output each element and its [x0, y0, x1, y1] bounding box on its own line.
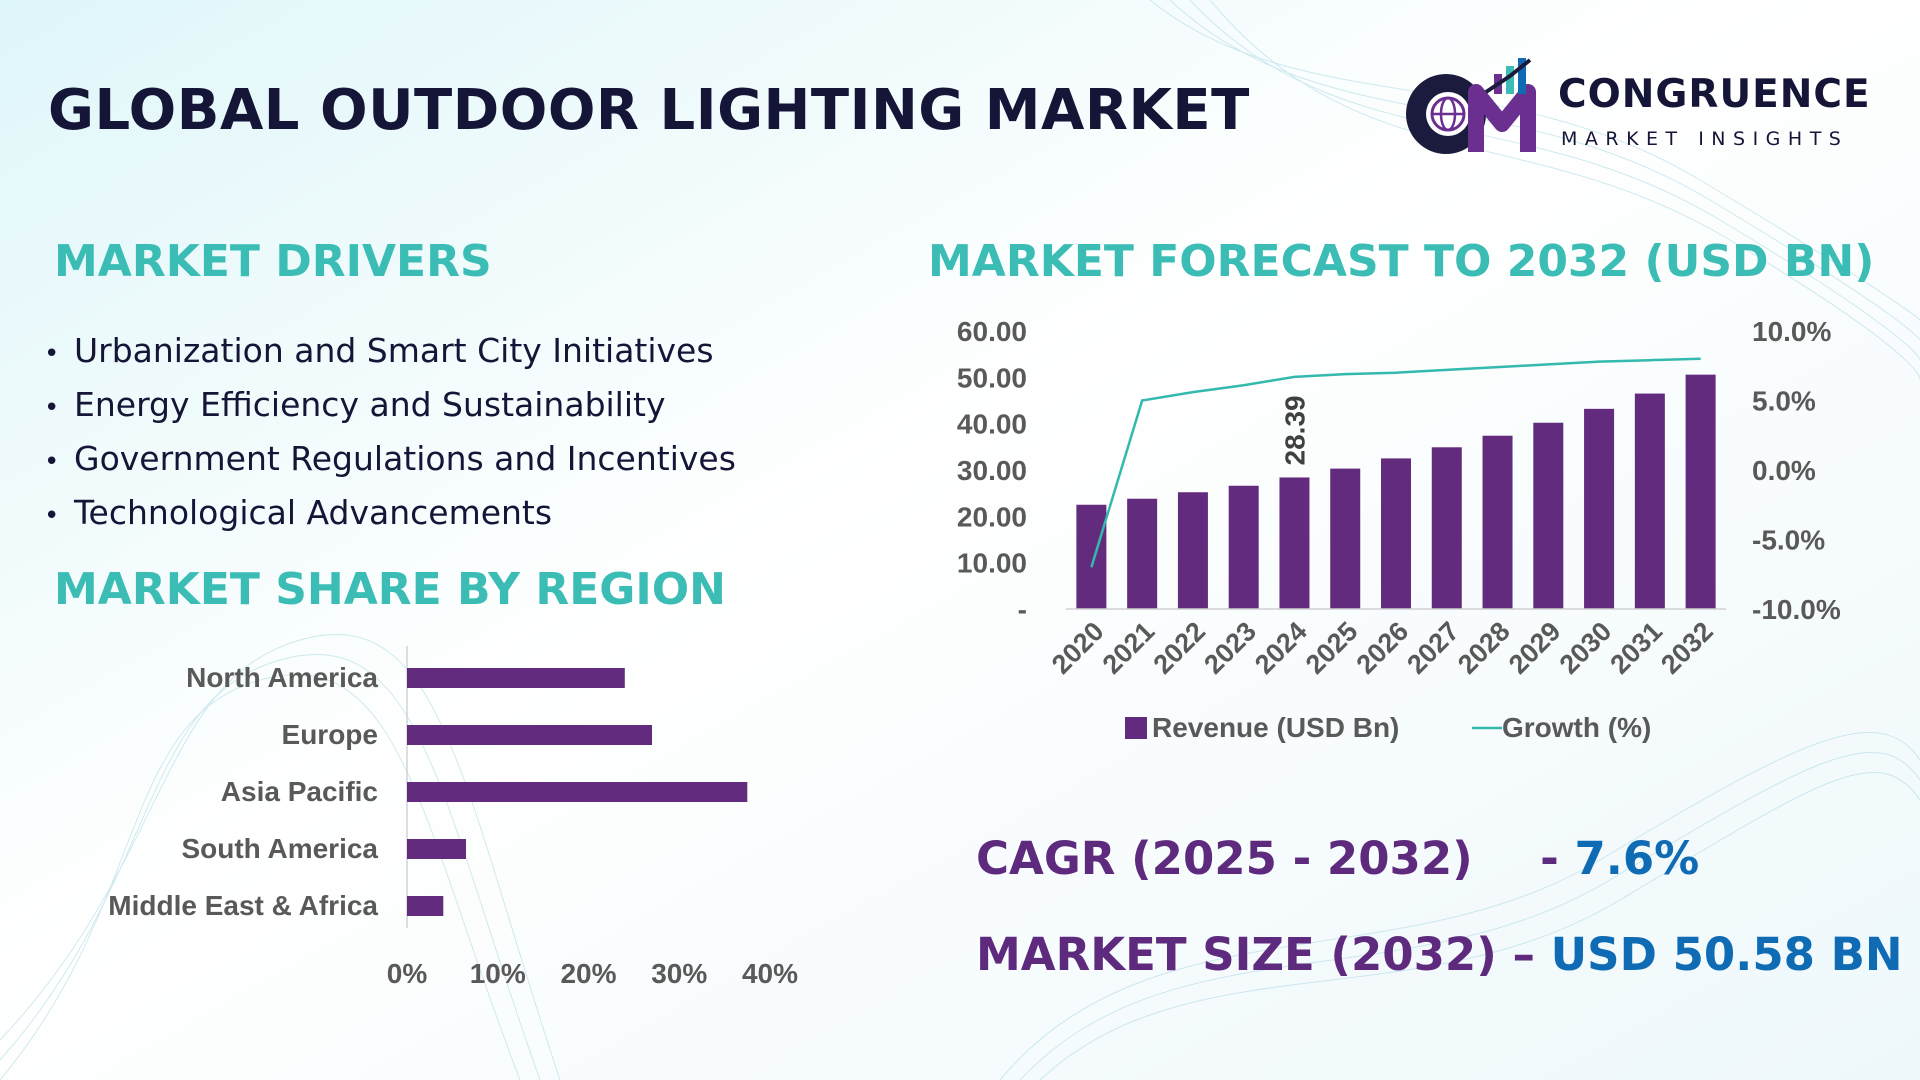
forecast-year-label: 2026 — [1351, 616, 1415, 680]
region-x-tick: 30% — [651, 958, 707, 989]
driver-item: Urbanization and Smart City Initiatives — [44, 324, 736, 378]
company-logo: CONGRUENCE MARKET INSIGHTS — [1398, 52, 1871, 162]
forecast-heading: MARKET FORECAST TO 2032 (USD BN) — [928, 236, 1875, 287]
market-drivers-list: Urbanization and Smart City Initiatives … — [44, 324, 736, 540]
region-category-label: North America — [186, 662, 378, 693]
forecast-left-tick: 20.00 — [957, 501, 1027, 532]
forecast-left-tick: 30.00 — [957, 455, 1027, 486]
forecast-left-tick: 50.00 — [957, 362, 1027, 393]
legend-revenue-label: Revenue (USD Bn) — [1152, 712, 1399, 743]
revenue-bar — [1279, 477, 1310, 609]
region-share-heading: MARKET SHARE BY REGION — [54, 564, 726, 615]
revenue-bar — [1076, 504, 1107, 609]
forecast-right-tick: -10.0% — [1752, 594, 1841, 625]
region-x-tick: 20% — [560, 958, 616, 989]
revenue-bar — [1634, 393, 1665, 609]
forecast-year-label: 2027 — [1401, 616, 1465, 680]
bar-data-label: 28.39 — [1279, 395, 1310, 465]
forecast-left-tick: 60.00 — [957, 316, 1027, 347]
revenue-bar — [1330, 468, 1361, 609]
revenue-bar — [1685, 374, 1716, 609]
forecast-year-label: 2032 — [1655, 616, 1719, 680]
forecast-year-label: 2023 — [1198, 616, 1262, 680]
region-bar — [407, 725, 653, 745]
region-category-label: Europe — [282, 719, 378, 750]
revenue-bar — [1381, 458, 1411, 609]
region-bar — [407, 782, 748, 802]
driver-item: Government Regulations and Incentives — [44, 432, 736, 486]
globe-bar-chart-icon — [1406, 58, 1536, 154]
forecast-year-label: 2024 — [1249, 616, 1313, 680]
forecast-year-label: 2022 — [1147, 616, 1211, 680]
forecast-left-tick: - — [1018, 594, 1027, 625]
region-category-label: Asia Pacific — [221, 776, 378, 807]
market-drivers-heading: MARKET DRIVERS — [54, 236, 492, 287]
revenue-bar — [1177, 492, 1208, 609]
revenue-bar — [1228, 485, 1259, 609]
growth-line — [1090, 357, 1701, 568]
forecast-year-label: 2021 — [1097, 616, 1161, 680]
revenue-bar — [1431, 447, 1462, 609]
revenue-bar — [1584, 408, 1615, 609]
region-bar — [407, 896, 444, 916]
forecast-left-tick: 10.00 — [957, 548, 1027, 579]
region-x-tick: 0% — [387, 958, 428, 989]
cagr-separator: - — [1540, 832, 1575, 885]
page-title: GLOBAL OUTDOOR LIGHTING MARKET — [48, 78, 1250, 143]
cagr-kpi: CAGR (2025 - 2032) - 7.6% — [976, 832, 1699, 885]
region-bar — [407, 839, 466, 859]
region-bar — [407, 668, 625, 688]
revenue-bar — [1533, 422, 1564, 609]
forecast-right-tick: 5.0% — [1752, 386, 1816, 417]
revenue-bar — [1482, 435, 1513, 609]
forecast-left-tick: 40.00 — [957, 409, 1027, 440]
forecast-right-tick: -5.0% — [1752, 525, 1825, 556]
market-size-value: USD 50.58 BN — [1550, 928, 1903, 981]
revenue-bar — [1127, 498, 1158, 609]
forecast-year-label: 2030 — [1554, 616, 1618, 680]
forecast-right-tick: 10.0% — [1752, 316, 1831, 347]
legend-revenue-swatch — [1125, 717, 1147, 739]
driver-item: Technological Advancements — [44, 486, 736, 540]
logo-subtitle: MARKET INSIGHTS — [1561, 128, 1849, 150]
forecast-year-label: 2028 — [1452, 616, 1516, 680]
logo-name: CONGRUENCE — [1558, 72, 1871, 117]
cagr-value: 7.6% — [1574, 832, 1700, 885]
market-size-separator: – — [1512, 928, 1551, 981]
forecast-year-label: 2029 — [1503, 616, 1567, 680]
region-x-tick: 10% — [470, 958, 526, 989]
region-x-tick: 40% — [742, 958, 798, 989]
region-category-label: Middle East & Africa — [108, 890, 378, 921]
forecast-right-tick: 0.0% — [1752, 455, 1816, 486]
market-size-kpi: MARKET SIZE (2032) – USD 50.58 BN — [976, 928, 1903, 981]
forecast-year-label: 2031 — [1604, 616, 1668, 680]
forecast-year-label: 2020 — [1046, 616, 1110, 680]
legend-growth-label: Growth (%) — [1502, 712, 1651, 743]
driver-item: Energy Efficiency and Sustainability — [44, 378, 736, 432]
cagr-label: CAGR (2025 - 2032) — [976, 832, 1473, 885]
market-size-label: MARKET SIZE (2032) — [976, 928, 1497, 981]
forecast-year-label: 2025 — [1300, 616, 1364, 680]
region-category-label: South America — [181, 833, 378, 864]
